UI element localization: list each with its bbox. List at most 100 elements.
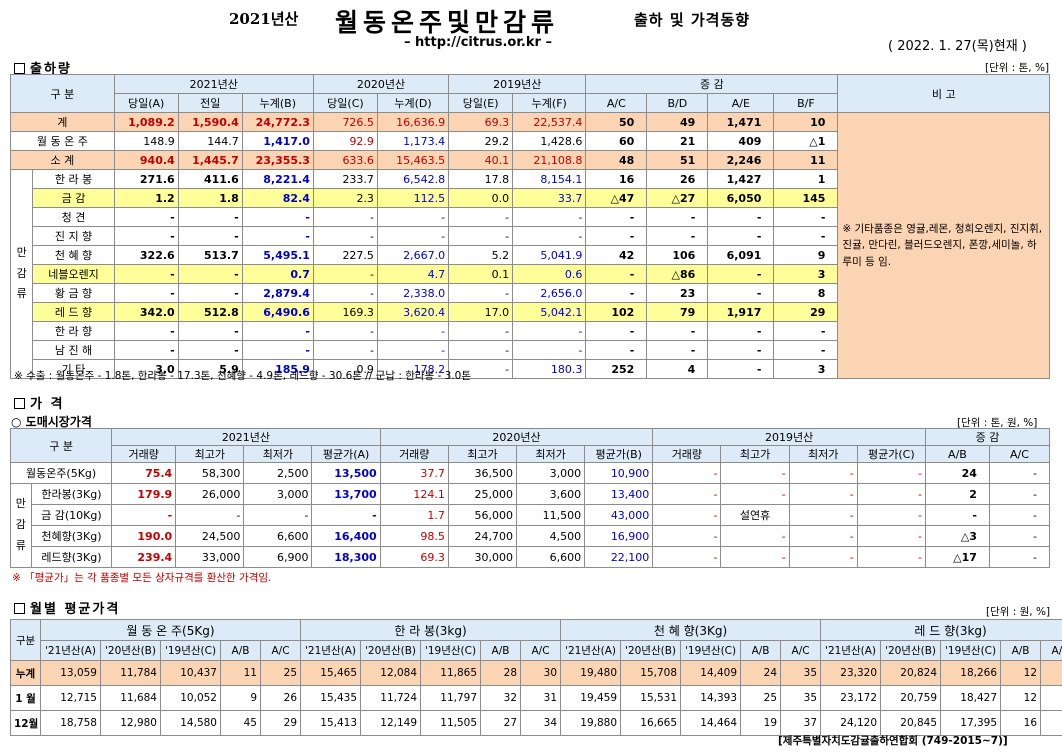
data-cell: 8,221.4	[241, 169, 314, 189]
data-cell: 16	[585, 169, 648, 189]
data-cell: 26	[646, 169, 709, 189]
data-cell: -	[512, 321, 587, 341]
data-cell: 36,500	[447, 462, 517, 484]
data-cell: 0.0	[448, 188, 514, 208]
data-cell: -	[241, 321, 314, 341]
data-cell: 2,246	[707, 150, 775, 170]
row-label: 금 감	[32, 188, 115, 208]
col-header-category: 구 분	[10, 74, 115, 113]
data-cell: 5.2	[448, 245, 514, 265]
data-cell: 633.6	[312, 150, 378, 170]
data-cell: 11,500	[515, 504, 586, 526]
data-cell: 14,393	[680, 685, 742, 711]
data-cell: 17.8	[448, 169, 514, 189]
data-cell: 24,120	[820, 710, 882, 736]
table-row: 천혜향(3Kg) 190.0 24,500 6,600 16,400 98.5 24,700…	[11, 525, 1051, 547]
data-cell: 23,172	[820, 685, 882, 711]
data-cell: 39	[1040, 710, 1062, 736]
row-label: 월 동 온 주	[10, 131, 115, 151]
data-cell: -	[177, 283, 243, 303]
data-cell: 19,480	[560, 660, 622, 686]
header-row: 거래량 최고가 최저가 평균가(A) 거래량 최고가 최저가 평균가(B) 거래량 최고가 최저가 평…	[11, 445, 1051, 463]
data-cell: △3	[924, 525, 990, 547]
data-cell: 180.3	[512, 359, 587, 379]
data-cell: 2,656.0	[512, 283, 587, 303]
data-cell: 37.7	[379, 462, 449, 484]
data-cell: 1,445.7	[177, 150, 243, 170]
data-cell: 5,495.1	[241, 245, 314, 265]
data-cell: -	[988, 462, 1051, 484]
row-label: 청 견	[32, 207, 115, 227]
data-cell: 21	[646, 131, 709, 151]
data-cell: 19,880	[560, 710, 622, 736]
row-label: 레드향(3Kg)	[30, 546, 113, 568]
data-cell: -	[720, 525, 790, 547]
col-header-change: 증 감	[585, 74, 839, 94]
data-cell: 15,463.5	[376, 150, 450, 170]
data-cell: -	[707, 264, 775, 284]
section-monthly-title: 월별 평균가격	[14, 598, 120, 617]
data-cell: 11	[773, 150, 839, 170]
data-cell: 23,320	[820, 660, 882, 686]
row-label: 진 지 향	[32, 226, 115, 246]
row-label: 1 월	[10, 685, 41, 711]
data-cell: 26	[1040, 685, 1062, 711]
data-cell: 6,600	[243, 525, 313, 547]
data-cell: 18,758	[40, 710, 101, 736]
data-cell: 124.1	[379, 483, 449, 505]
data-cell: -	[376, 321, 450, 341]
data-cell: -	[243, 504, 313, 526]
data-cell: 13,700	[311, 483, 381, 505]
data-cell: 11,865	[420, 660, 482, 686]
data-cell: -	[177, 207, 243, 227]
monthly-price-table: 구분 월 동 온 주(5Kg) 한 라 봉(3kg) 천 혜 향(3Kg) 레 드 향(…	[10, 619, 1062, 736]
website-link[interactable]: – http://citrus.or.kr –	[404, 35, 552, 50]
data-cell: 9	[220, 685, 261, 711]
data-cell: 75.4	[111, 462, 177, 484]
data-cell: 29	[773, 302, 839, 322]
col-header-2021: 2021년산	[111, 428, 381, 446]
data-cell: -	[646, 321, 709, 341]
data-cell: 15,531	[620, 685, 682, 711]
data-cell: -	[113, 207, 179, 227]
data-cell: 16,665	[620, 710, 682, 736]
data-cell: 16,900	[584, 525, 654, 547]
data-cell: 102	[585, 302, 648, 322]
data-cell: 50	[585, 112, 648, 132]
data-cell: 12,980	[100, 710, 161, 736]
category-char: 류	[15, 538, 26, 552]
col-header: '19년산(C)	[160, 640, 221, 661]
data-cell: -	[720, 462, 790, 484]
data-cell: -	[788, 546, 858, 568]
col-header: A/B	[1000, 640, 1042, 661]
average-price-note: ※ 「평균가」는 각 품종별 모든 상자규격를 환산한 가격임.	[12, 572, 272, 584]
col-header: '21년산(A)	[40, 640, 101, 661]
data-cell: 3,000	[515, 462, 586, 484]
data-cell: 79	[646, 302, 709, 322]
data-cell: 17,395	[940, 710, 1002, 736]
data-cell: △47	[585, 188, 648, 208]
data-cell: -	[856, 504, 926, 526]
table-row: 남 진 해-----------	[11, 340, 1050, 360]
col-header: 최저가	[788, 445, 858, 463]
section-price-title: 가 격	[14, 393, 64, 412]
category-char: 만	[16, 245, 27, 259]
col-header: B/F	[773, 93, 839, 113]
table-row: 기 타 3.0 5.9 185.9 0.9 178.2-180.3 252 4-3	[11, 359, 1050, 379]
data-cell: 190.0	[111, 525, 177, 547]
data-cell: -	[646, 207, 709, 227]
data-cell: 56,000	[447, 504, 517, 526]
data-cell: 16,636.9	[376, 112, 450, 132]
data-cell: -	[585, 226, 648, 246]
remark-cell: ※ 기타품종은 영귤,레몬, 청희오렌지, 진지휘, 진귤, 만다린, 블러드오…	[837, 112, 1050, 379]
data-cell: 2	[924, 483, 990, 505]
col-header: 당일(A)	[113, 93, 179, 113]
row-label: 월동온주(5Kg)	[9, 462, 113, 484]
row-label: 한라봉(3Kg)	[30, 483, 113, 505]
data-cell: 11,684	[100, 685, 161, 711]
row-label: 한 라 향	[32, 321, 115, 341]
col-header: '20년산(B)	[360, 640, 422, 661]
header-row: 구 분 2021년산 2020년산 2019년산 증 감	[9, 428, 1051, 463]
col-header: 거래량	[652, 445, 722, 463]
data-cell: -	[856, 462, 926, 484]
